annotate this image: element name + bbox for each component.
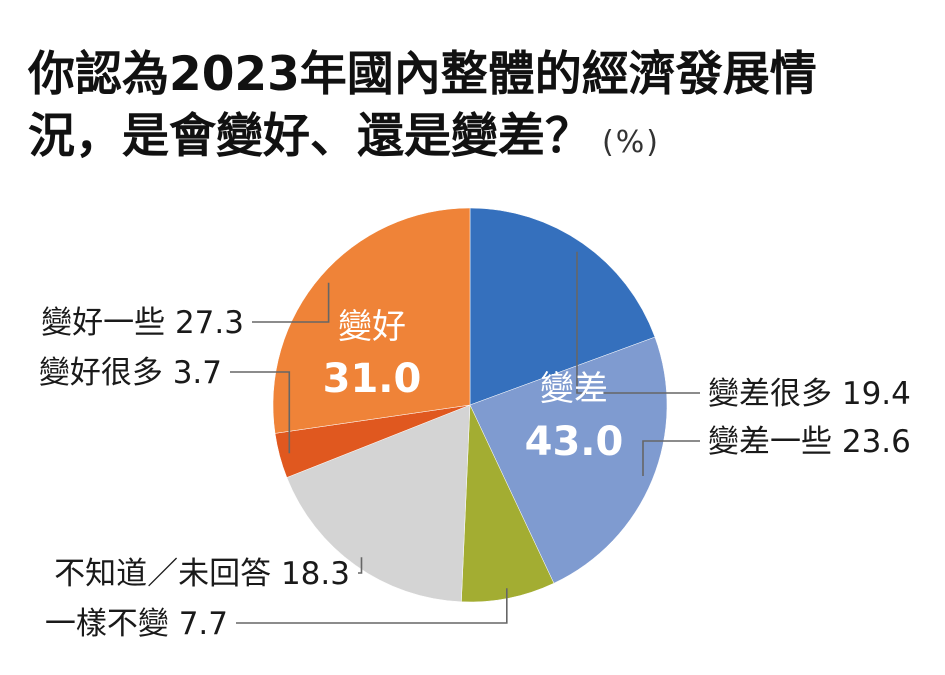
leader-line	[642, 440, 700, 476]
leader-line	[230, 371, 291, 454]
leader-lines	[230, 251, 700, 624]
pie-slice	[461, 404, 555, 603]
pie-slice	[469, 207, 656, 406]
slice-label: 一樣不變 7.7	[45, 606, 228, 642]
leader-line	[236, 588, 508, 624]
group-name: 變好	[338, 307, 406, 347]
group-labels: 變好 31.0 變差 43.0	[323, 307, 624, 465]
title-line-2-text: 況，是會變好、還是變差？	[28, 109, 592, 164]
pie-slice	[272, 207, 471, 434]
unit-label: (%)	[602, 125, 660, 160]
title-line-2: 況，是會變好、還是變差？ (%)	[28, 106, 928, 174]
chart-title: 你認為2023年國內整體的經濟發展情 況，是會變好、還是變差？ (%)	[28, 44, 928, 174]
title-line-1: 你認為2023年國內整體的經濟發展情	[28, 47, 817, 102]
slice-labels: 變差很多 19.4 變差一些 23.6 一樣不變 7.7 不知道／未回答 18.3 變好…	[39, 305, 911, 642]
group-name: 變差	[540, 369, 608, 409]
slice-label: 變好很多 3.7	[39, 355, 222, 391]
leader-line	[358, 557, 363, 574]
group-value: 43.0	[525, 419, 624, 465]
pie-slice	[469, 336, 668, 584]
slice-label: 不知道／未回答 18.3	[54, 556, 350, 592]
group-value: 31.0	[323, 356, 422, 402]
leader-line	[252, 282, 330, 323]
slice-label: 變差很多 19.4	[708, 376, 911, 412]
pie-slices	[272, 207, 668, 603]
leader-line	[576, 251, 700, 394]
pie-slice	[286, 404, 471, 603]
slice-label: 變好一些 27.3	[41, 305, 244, 341]
slice-label: 變差一些 23.6	[708, 424, 911, 460]
